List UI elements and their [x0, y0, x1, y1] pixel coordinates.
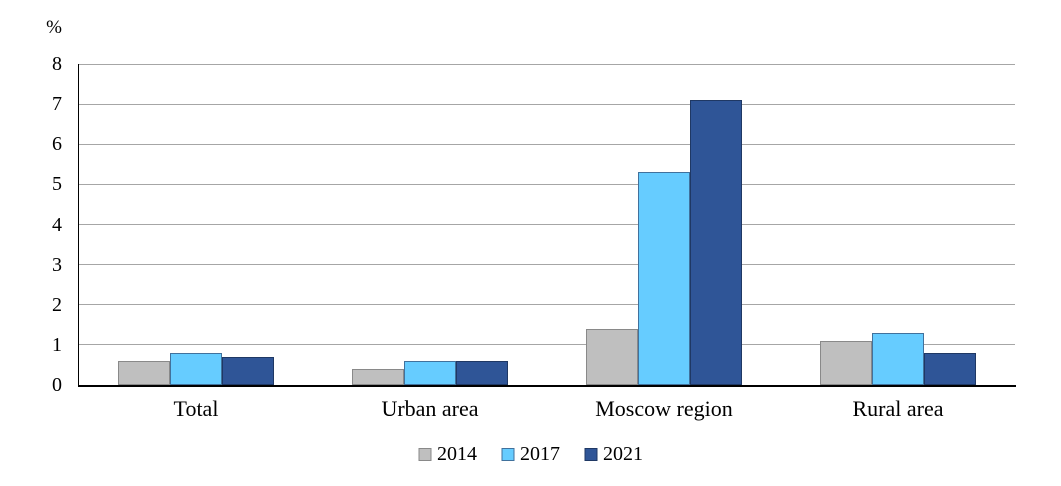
bar-2021-total [222, 356, 274, 385]
gridline-5 [79, 183, 1015, 185]
y-tick-label-3: 3 [52, 253, 62, 276]
legend-swatch-2017 [501, 447, 514, 461]
bar-2014-moscow-region [586, 328, 638, 385]
y-tick-label-4: 4 [52, 213, 62, 236]
y-tick-label-0: 0 [52, 374, 62, 396]
bar-2021-rural-area [924, 352, 976, 385]
bar-2021-moscow-region [690, 100, 742, 385]
y-axis-unit-label: % [46, 17, 62, 38]
legend-item-2017: 2017 [501, 443, 560, 465]
gridline-6 [79, 143, 1015, 145]
bar-2017-urban-area [404, 360, 456, 385]
bar-2014-total [118, 360, 170, 385]
bar-2021-urban-area [456, 360, 508, 385]
gridline-4 [79, 224, 1015, 225]
bar-2017-moscow-region [638, 172, 690, 385]
bar-2017-rural-area [872, 332, 924, 385]
bar-2014-rural-area [820, 340, 872, 385]
legend-item-2021: 2021 [584, 443, 643, 465]
y-tick-label-1: 1 [52, 333, 62, 356]
y-tick-label-7: 7 [52, 93, 62, 116]
legend-label-2014: 2014 [437, 443, 477, 465]
bar-2017-total [170, 352, 222, 385]
x-axis-line [77, 384, 1016, 387]
bar-2014-urban-area [352, 368, 404, 385]
plot-area [79, 63, 1015, 385]
y-axis-line [77, 64, 79, 386]
gridline-2 [79, 304, 1015, 306]
y-tick-label-5: 5 [52, 173, 62, 196]
gridline-3 [79, 264, 1015, 266]
x-category-label-rural-area: Rural area [852, 396, 944, 421]
legend-item-2014: 2014 [418, 443, 477, 465]
y-tick-label-8: 8 [52, 53, 62, 75]
chart-legend: 2014 2017 2021 [418, 443, 643, 465]
y-tick-label-2: 2 [52, 293, 62, 316]
legend-label-2021: 2021 [603, 443, 643, 465]
legend-swatch-2014 [418, 447, 431, 461]
gridline-7 [79, 103, 1015, 105]
legend-swatch-2021 [584, 447, 597, 461]
y-tick-label-6: 6 [52, 133, 62, 156]
x-category-label-total: Total [173, 396, 219, 421]
gridline-8 [79, 63, 1015, 65]
x-category-label-urban-area: Urban area [381, 396, 479, 421]
x-category-label-moscow-region: Moscow region [595, 396, 733, 421]
legend-label-2017: 2017 [520, 443, 560, 465]
gridline-1 [79, 344, 1015, 346]
